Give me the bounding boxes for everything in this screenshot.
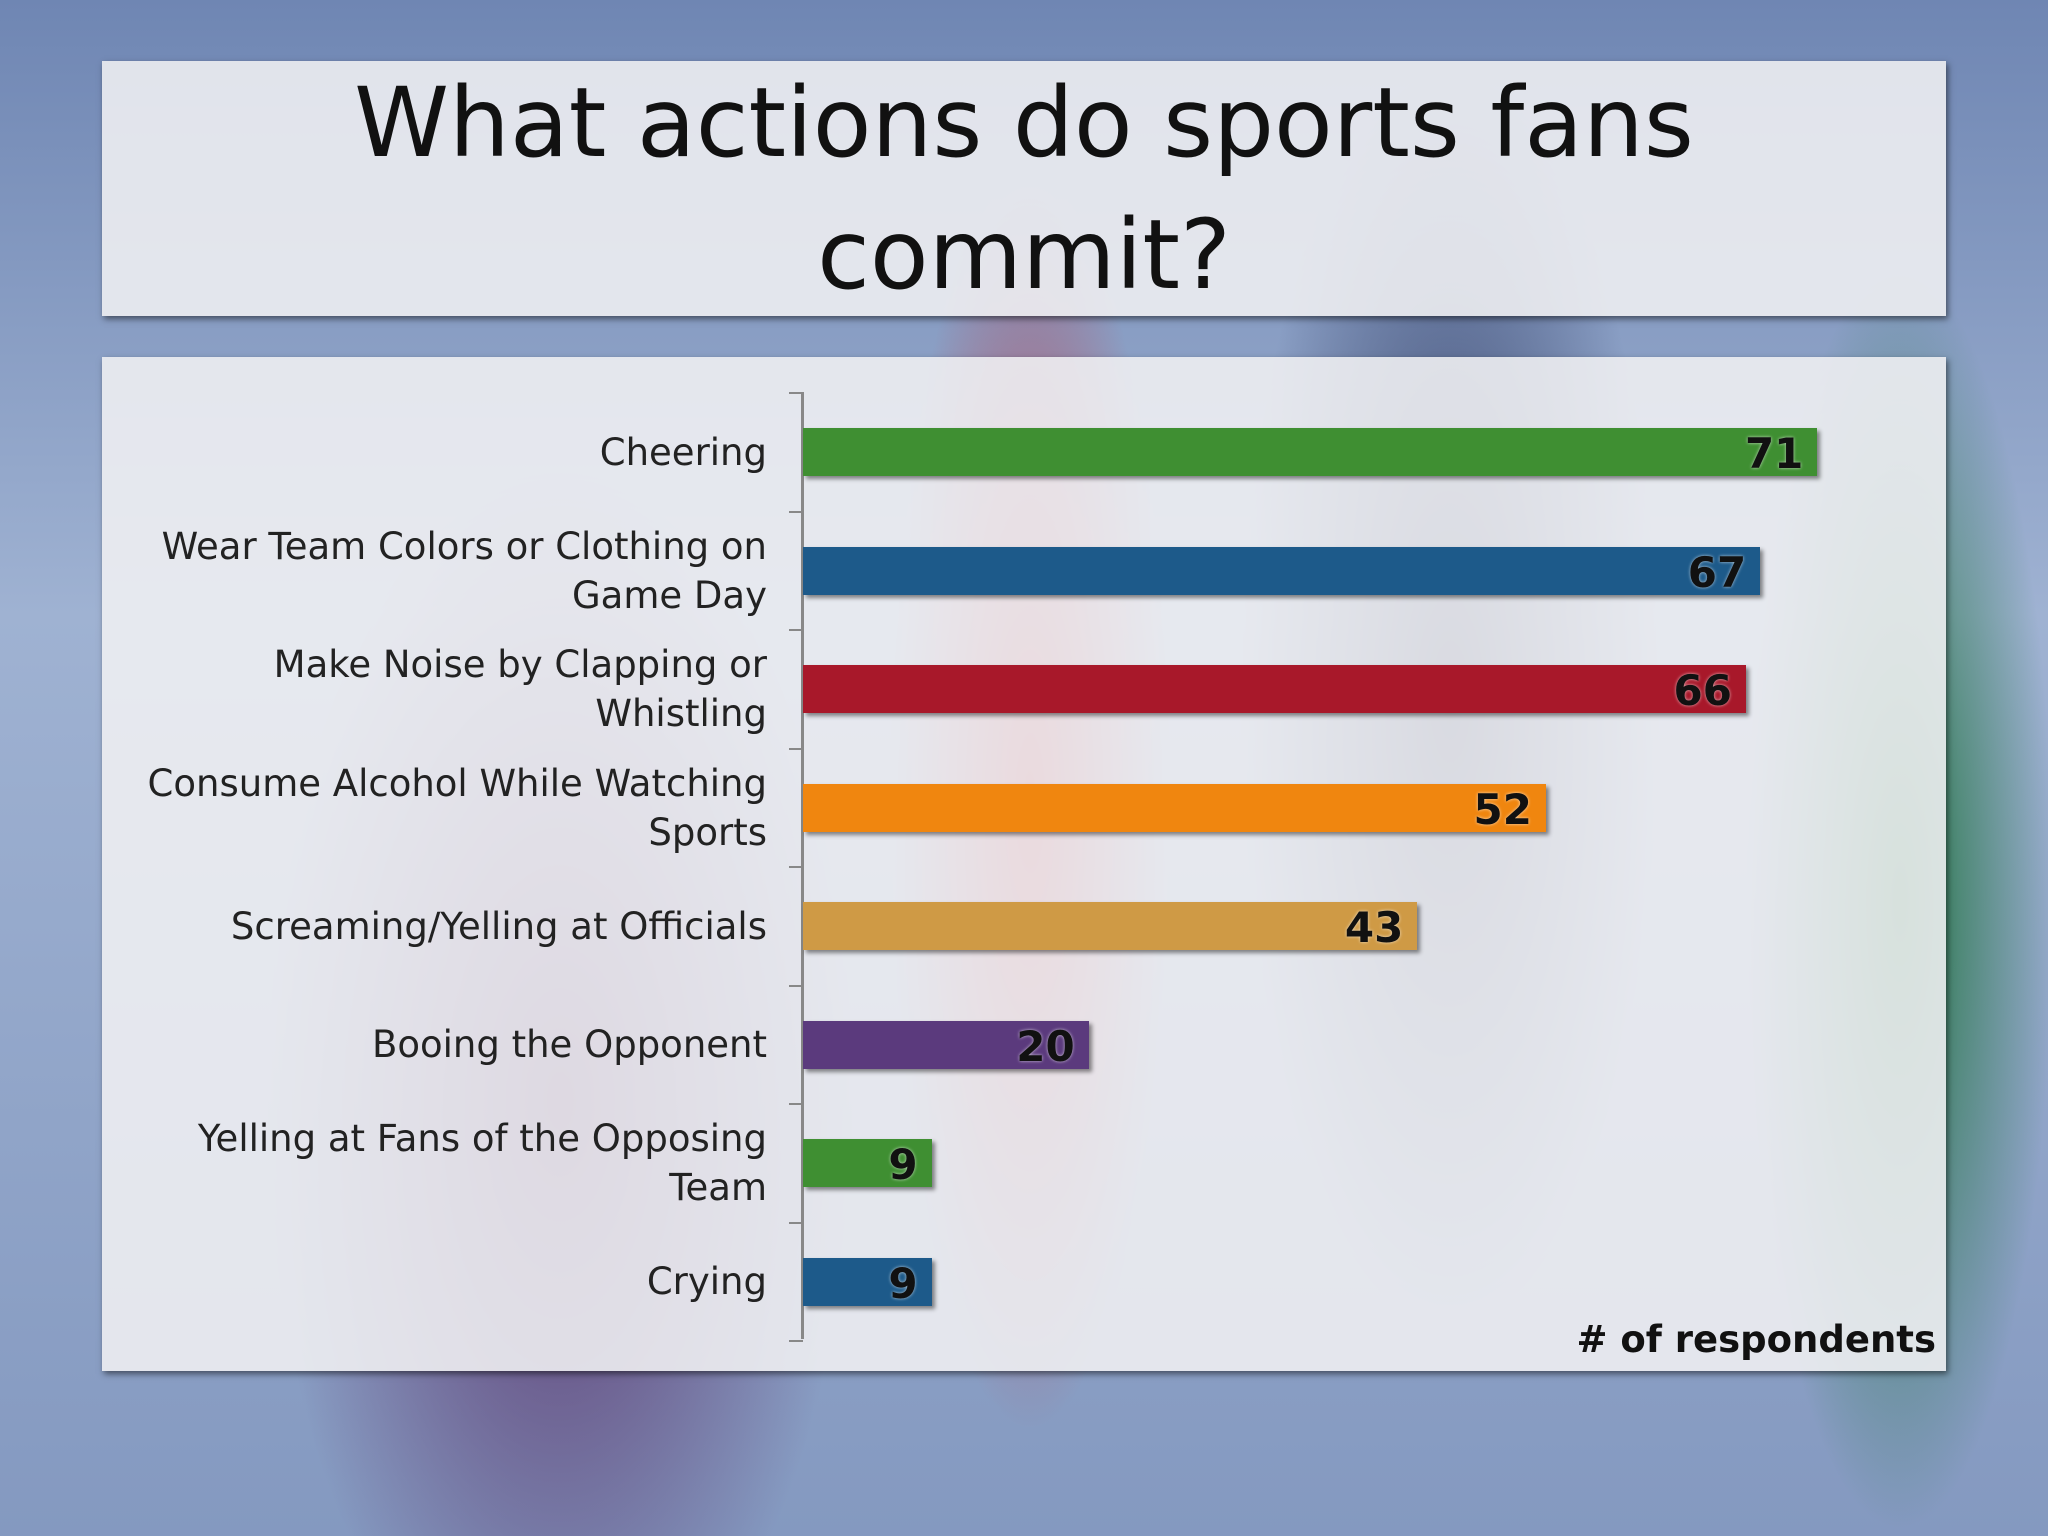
value-label: 20 [1016,1021,1075,1071]
chart-title: What actions do sports fans commit? [354,66,1694,311]
tick-mark [789,747,803,750]
x-axis-label: # of respondents [1576,1318,1936,1361]
title-panel [102,61,1946,316]
y-tick-label: Yelling at Fans of the Opposing Team [197,1117,767,1209]
y-tick-label: Cheering [599,430,767,474]
tick-mark [789,984,803,987]
chart-panel [102,357,1946,1371]
value-label: 66 [1673,666,1732,716]
bar [803,1139,932,1188]
bar [803,546,1761,595]
bar [803,1257,932,1306]
tick-mark [789,1103,803,1105]
value-label: 43 [1344,903,1404,953]
y-axis [801,392,804,1339]
tick-mark [789,510,803,513]
y-tick-label: Wear Team Colors or Clothing on Game Day [161,524,767,617]
y-tick-label: Booing the Opponent [371,1023,767,1066]
tick-mark [789,1340,803,1342]
value-label: 52 [1473,784,1532,834]
tick-mark [789,392,803,394]
bar [803,665,1746,714]
bar [803,428,1818,477]
y-tick-label: Crying [646,1260,767,1303]
y-tick-label: Consume Alcohol While Watching Sports [147,761,767,854]
tick-mark [789,1221,803,1224]
value-label: 71 [1744,429,1804,479]
tick-mark [789,866,803,868]
bar [803,1020,1089,1069]
y-tick-label: Make Noise by Clapping or Whistling [273,643,767,735]
y-tick-label: Screaming/Yelling at Officials [230,904,767,948]
tick-mark [789,629,803,631]
bar [803,783,1546,832]
bar [803,902,1418,951]
value-label: 9 [888,1140,918,1190]
value-label: 9 [888,1258,918,1308]
value-label: 67 [1687,547,1747,597]
